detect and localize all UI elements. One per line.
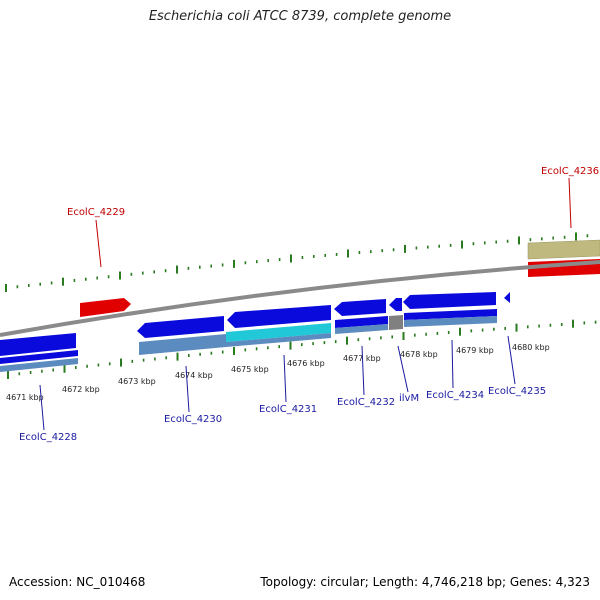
cds-row-left-steel [0,358,78,372]
kbp-label: 4675 kbp [231,365,269,374]
gene-label-EcolC_4230[interactable]: EcolC_4230 [164,414,222,425]
map-title: Escherichia coli ATCC 8739, complete gen… [148,9,452,24]
upper-dotted-ruler [5,232,589,292]
gene-EcolC_4235-arrow[interactable] [504,292,510,303]
kbp-label: 4680 kbp [512,343,550,352]
gene-label-EcolC_4235[interactable]: EcolC_4235 [488,386,546,397]
cds-ilvM-gray [389,315,403,330]
cds-row-left-blue [0,350,78,364]
kbp-label: 4671 kbp [6,393,44,402]
cds-EcolC_4234-blue [404,309,497,320]
gene-label-EcolC_4236[interactable]: EcolC_4236 [541,166,599,177]
gene-EcolC_4232-arrow[interactable] [334,299,386,316]
label-leaders [39,177,572,431]
cds-EcolC_4231-cyan [226,323,331,342]
kbp-label: 4674 kbp [175,371,213,380]
kbp-label: 4672 kbp [62,385,100,394]
kbp-label: 4678 kbp [400,350,438,359]
gene-EcolC_4231-arrow[interactable] [227,305,331,328]
gene-label-EcolC_4232[interactable]: EcolC_4232 [337,397,395,408]
cds-EcolC_4231-steel [226,333,331,347]
accession-text: Accession: NC_010468 [9,575,146,589]
gene-label-EcolC_4229[interactable]: EcolC_4229 [67,207,125,218]
kbp-label: 4679 kbp [456,346,494,355]
cds-EcolC_4234-steel [404,316,497,327]
genome-stats-text: Topology: circular; Length: 4,746,218 bp… [260,575,590,589]
gene-label-EcolC_4234[interactable]: EcolC_4234 [426,390,484,401]
kbp-labels: 4671 kbp 4672 kbp 4673 kbp 4674 kbp 4675… [6,343,550,402]
gene-label-ilvM[interactable]: ilvM [399,393,419,404]
feature-tan-top-right[interactable] [527,239,600,260]
gene-EcolC_4234-arrow[interactable] [403,292,496,309]
cds-EcolC_4232-steel [335,324,388,334]
kbp-label: 4676 kbp [287,359,325,368]
gene-EcolC_4230-arrow[interactable] [137,316,224,338]
gene-label-EcolC_4231[interactable]: EcolC_4231 [259,404,317,415]
cds-EcolC_4230-steel [139,334,226,355]
gene-label-EcolC_4228[interactable]: EcolC_4228 [19,432,77,443]
gene-EcolC_4229-arrow[interactable] [80,298,131,317]
gene-EcolC_4228-arrow[interactable] [0,333,76,356]
genome-backbone [0,260,600,337]
kbp-label: 4677 kbp [343,354,381,363]
lower-dotted-ruler [7,319,597,379]
gene-ilvM-arrow[interactable] [389,298,402,311]
kbp-label: 4673 kbp [118,377,156,386]
